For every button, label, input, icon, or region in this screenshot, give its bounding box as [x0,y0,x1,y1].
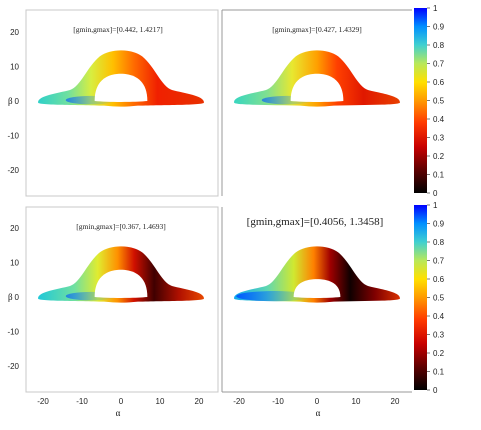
colorbar-tick-label: 0.1 [433,171,445,180]
ytick-label: -20 [7,362,19,371]
ytick-label: -20 [7,166,19,175]
panel-title-2: [gmin,gmax]=[0.427, 1.4329] [272,25,361,34]
xtick-label: -10 [272,397,284,406]
colorbar-tick-label: 0 [433,386,438,395]
ytick-label: 0 [15,293,20,302]
colorbar-tick-label: 0.7 [433,257,445,266]
ytick-label: -10 [7,132,19,141]
panel-title-3: [gmin,gmax]=[0.367, 1.4693] [76,222,165,231]
colorbar-tick-label: 0 [433,189,438,198]
colorbar-tick-label: 0.1 [433,368,445,377]
colorbar-tick-label: 0.5 [433,97,445,106]
colorbar-tick-label: 0.4 [433,312,445,321]
disk-images [38,50,400,303]
disk-shadow-3 [94,269,148,298]
colorbar-tick-label: 0.6 [433,275,445,284]
xtick-label: -20 [37,397,49,406]
ytick-label: 20 [10,224,19,233]
disk-shadow-1 [94,73,148,102]
ytick-label: 10 [10,259,19,268]
ytick-label: 10 [10,63,19,72]
colorbar-tick-label: 0.4 [433,115,445,124]
panel-frame-3 [25,206,219,393]
xtick-label: 20 [195,397,204,406]
ytick-label: 0 [15,97,20,106]
panel-title-4: [gmin,gmax]=[0.4056, 1.3458] [247,216,384,228]
ylabel-top: β [8,96,13,106]
colorbar-tick-label: 0.8 [433,238,445,247]
ytick-label: -10 [7,328,19,337]
colorbar-tick-label: 0.7 [433,60,445,69]
disk-shadow-4 [293,279,341,298]
xtick-label: -10 [76,397,88,406]
panel-frames [25,9,412,393]
colorbar-tick-label: 0.6 [433,78,445,87]
colorbar-tick-label: 0.2 [433,152,445,161]
disk-shadow-2 [290,73,344,102]
colorbar-tick-label: 0.2 [433,349,445,358]
xtick-label: 10 [156,397,165,406]
colorbar-ticks: 1 0.9 0.8 0.7 0.6 0.5 0.4 0.3 0.2 0.1 0 1 0.9 0.8 0.7 0… [427,4,445,395]
colorbar-bottom [414,205,427,390]
panel-title-1: [gmin,gmax]=[0.442, 1.4217] [73,25,162,34]
panel-frame-1 [25,9,219,197]
axis-ticks: 20 10 0 -10 -20 20 10 0 -10 -20 -20 -10 0 10 20 -20 -10 0… [7,28,400,406]
xtick-label: 0 [119,397,124,406]
xlabel-left: α [116,408,121,418]
xtick-label: 20 [391,397,400,406]
ylabel-bottom: β [8,292,13,302]
ytick-label: 20 [10,28,19,37]
colorbar-tick-label: 0.9 [433,220,445,229]
colorbar-tick-label: 0.3 [433,134,445,143]
colorbar-tick-label: 1 [433,4,438,13]
xlabel-right: α [316,408,321,418]
disk-4 [234,246,400,303]
colorbar-tick-label: 0.5 [433,294,445,303]
colorbar-tick-label: 1 [433,201,438,210]
xtick-label: 0 [315,397,320,406]
colorbar-tick-label: 0.9 [433,23,445,32]
colorbar-tick-label: 0.8 [433,41,445,50]
xtick-label: 10 [352,397,361,406]
colorbar-top [414,8,427,193]
disk-inner-band-4 [236,291,313,302]
xtick-label: -20 [233,397,245,406]
colorbar-tick-label: 0.3 [433,331,445,340]
